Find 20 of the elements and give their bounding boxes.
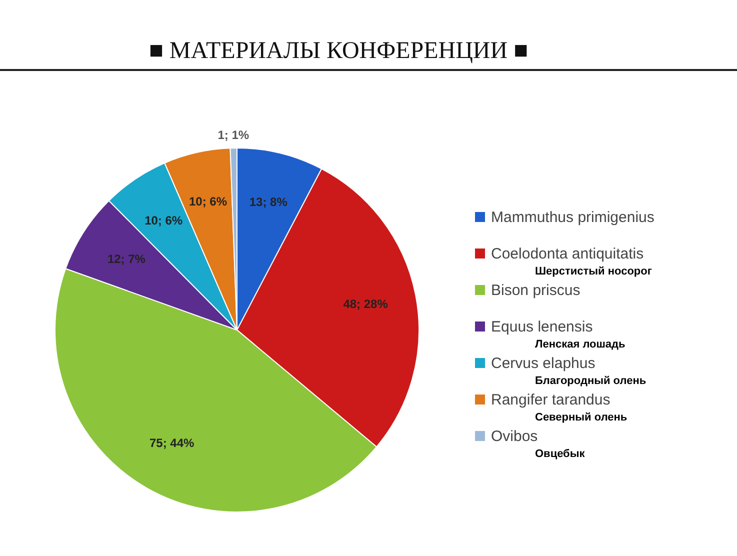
legend-label: Coelodonta antiquitatis	[491, 245, 644, 262]
chart-title: ■ МАТЕРИАЛЫ КОНФЕРЕНЦИИ ■	[148, 38, 528, 64]
legend-label: Bison priscus	[491, 282, 580, 299]
data-label: 48; 28%	[343, 296, 388, 311]
data-label: 10; 6%	[144, 214, 183, 228]
data-label: 1; 1%	[218, 128, 250, 142]
data-label: 10; 6%	[188, 194, 228, 208]
legend-label: Equus lenensis	[491, 318, 593, 336]
data-label: 75; 44%	[149, 436, 195, 450]
text: Благородный олень	[535, 374, 646, 387]
data-label: 12; 7%	[107, 252, 146, 266]
data-label: 13; 8%	[249, 194, 288, 209]
legend-label: Ovibos	[491, 428, 538, 445]
text: Овцебык	[535, 448, 586, 460]
text: Северный олень	[535, 411, 628, 424]
text: Шерстистый носорог	[535, 265, 652, 278]
text: Ленская лошадь	[535, 338, 626, 350]
legend-label: Mammuthus primigenius	[491, 208, 654, 226]
legend-label: Rangifer tarandus	[491, 391, 610, 408]
legend-label: Cervus elaphus	[491, 354, 596, 372]
